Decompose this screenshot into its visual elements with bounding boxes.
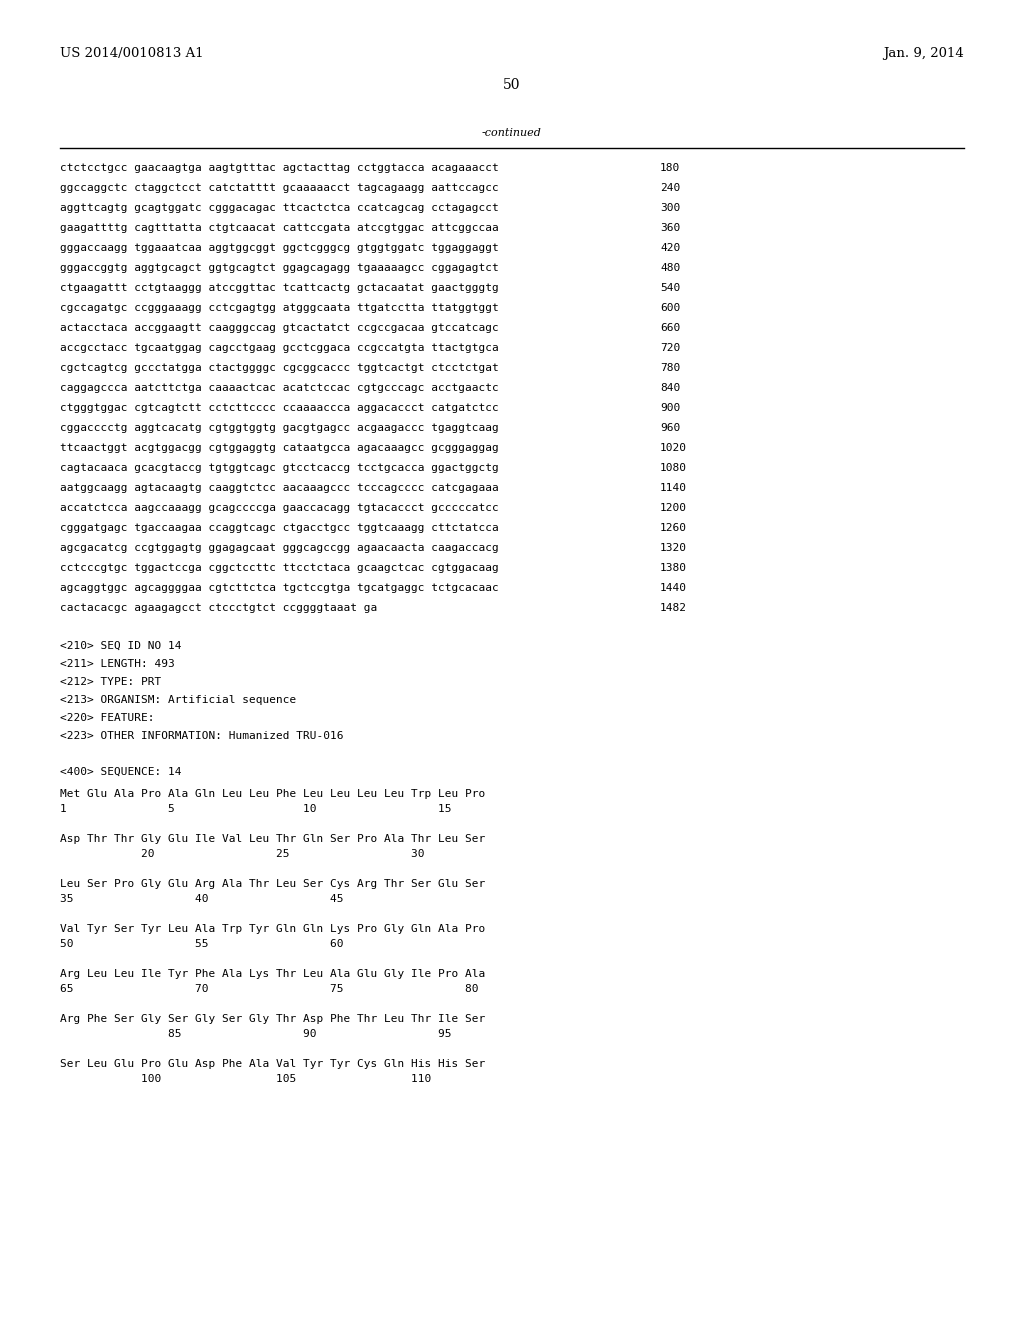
Text: Jan. 9, 2014: Jan. 9, 2014 xyxy=(884,48,964,59)
Text: 35                  40                  45: 35 40 45 xyxy=(60,894,343,904)
Text: ctctcctgcc gaacaagtga aagtgtttac agctacttag cctggtacca acagaaacct: ctctcctgcc gaacaagtga aagtgtttac agctact… xyxy=(60,162,499,173)
Text: Arg Phe Ser Gly Ser Gly Ser Gly Thr Asp Phe Thr Leu Thr Ile Ser: Arg Phe Ser Gly Ser Gly Ser Gly Thr Asp … xyxy=(60,1014,485,1024)
Text: cgggatgagc tgaccaagaa ccaggtcagc ctgacctgcc tggtcaaagg cttctatcca: cgggatgagc tgaccaagaa ccaggtcagc ctgacct… xyxy=(60,523,499,533)
Text: ttcaactggt acgtggacgg cgtggaggtg cataatgcca agacaaagcc gcgggaggag: ttcaactggt acgtggacgg cgtggaggtg cataatg… xyxy=(60,444,499,453)
Text: 1020: 1020 xyxy=(660,444,687,453)
Text: 180: 180 xyxy=(660,162,680,173)
Text: <400> SEQUENCE: 14: <400> SEQUENCE: 14 xyxy=(60,767,181,777)
Text: cagtacaaca gcacgtaccg tgtggtcagc gtcctcaccg tcctgcacca ggactggctg: cagtacaaca gcacgtaccg tgtggtcagc gtcctca… xyxy=(60,463,499,473)
Text: 20                  25                  30: 20 25 30 xyxy=(60,849,425,859)
Text: 240: 240 xyxy=(660,183,680,193)
Text: accatctcca aagccaaagg gcagccccga gaaccacagg tgtacaccct gcccccatcc: accatctcca aagccaaagg gcagccccga gaaccac… xyxy=(60,503,499,513)
Text: 900: 900 xyxy=(660,403,680,413)
Text: ggccaggctc ctaggctcct catctatttt gcaaaaacct tagcagaagg aattccagcc: ggccaggctc ctaggctcct catctatttt gcaaaaa… xyxy=(60,183,499,193)
Text: 85                  90                  95: 85 90 95 xyxy=(60,1030,452,1039)
Text: agcaggtggc agcaggggaa cgtcttctca tgctccgtga tgcatgaggc tctgcacaac: agcaggtggc agcaggggaa cgtcttctca tgctccg… xyxy=(60,583,499,593)
Text: 780: 780 xyxy=(660,363,680,374)
Text: 50: 50 xyxy=(503,78,521,92)
Text: Leu Ser Pro Gly Glu Arg Ala Thr Leu Ser Cys Arg Thr Ser Glu Ser: Leu Ser Pro Gly Glu Arg Ala Thr Leu Ser … xyxy=(60,879,485,888)
Text: 1200: 1200 xyxy=(660,503,687,513)
Text: <210> SEQ ID NO 14: <210> SEQ ID NO 14 xyxy=(60,642,181,651)
Text: 720: 720 xyxy=(660,343,680,352)
Text: 420: 420 xyxy=(660,243,680,253)
Text: 65                  70                  75                  80: 65 70 75 80 xyxy=(60,983,478,994)
Text: <213> ORGANISM: Artificial sequence: <213> ORGANISM: Artificial sequence xyxy=(60,696,296,705)
Text: cctcccgtgc tggactccga cggctccttc ttcctctaca gcaagctcac cgtggacaag: cctcccgtgc tggactccga cggctccttc ttcctct… xyxy=(60,564,499,573)
Text: 1080: 1080 xyxy=(660,463,687,473)
Text: 50                  55                  60: 50 55 60 xyxy=(60,939,343,949)
Text: 1320: 1320 xyxy=(660,543,687,553)
Text: gggaccggtg aggtgcagct ggtgcagtct ggagcagagg tgaaaaagcc cggagagtct: gggaccggtg aggtgcagct ggtgcagtct ggagcag… xyxy=(60,263,499,273)
Text: Val Tyr Ser Tyr Leu Ala Trp Tyr Gln Gln Lys Pro Gly Gln Ala Pro: Val Tyr Ser Tyr Leu Ala Trp Tyr Gln Gln … xyxy=(60,924,485,935)
Text: 960: 960 xyxy=(660,422,680,433)
Text: 1260: 1260 xyxy=(660,523,687,533)
Text: 660: 660 xyxy=(660,323,680,333)
Text: 100                 105                 110: 100 105 110 xyxy=(60,1074,431,1084)
Text: 360: 360 xyxy=(660,223,680,234)
Text: 1140: 1140 xyxy=(660,483,687,492)
Text: Ser Leu Glu Pro Glu Asp Phe Ala Val Tyr Tyr Cys Gln His His Ser: Ser Leu Glu Pro Glu Asp Phe Ala Val Tyr … xyxy=(60,1059,485,1069)
Text: caggagccca aatcttctga caaaactcac acatctccac cgtgcccagc acctgaactc: caggagccca aatcttctga caaaactcac acatctc… xyxy=(60,383,499,393)
Text: aggttcagtg gcagtggatc cgggacagac ttcactctca ccatcagcag cctagagcct: aggttcagtg gcagtggatc cgggacagac ttcactc… xyxy=(60,203,499,213)
Text: 540: 540 xyxy=(660,282,680,293)
Text: 1380: 1380 xyxy=(660,564,687,573)
Text: Arg Leu Leu Ile Tyr Phe Ala Lys Thr Leu Ala Glu Gly Ile Pro Ala: Arg Leu Leu Ile Tyr Phe Ala Lys Thr Leu … xyxy=(60,969,485,979)
Text: <223> OTHER INFORMATION: Humanized TRU-016: <223> OTHER INFORMATION: Humanized TRU-0… xyxy=(60,731,343,741)
Text: <212> TYPE: PRT: <212> TYPE: PRT xyxy=(60,677,161,686)
Text: 600: 600 xyxy=(660,304,680,313)
Text: 1440: 1440 xyxy=(660,583,687,593)
Text: 840: 840 xyxy=(660,383,680,393)
Text: cgccagatgc ccgggaaagg cctcgagtgg atgggcaata ttgatcctta ttatggtggt: cgccagatgc ccgggaaagg cctcgagtgg atgggca… xyxy=(60,304,499,313)
Text: ctgggtggac cgtcagtctt cctcttcccc ccaaaaccca aggacaccct catgatctcc: ctgggtggac cgtcagtctt cctcttcccc ccaaaac… xyxy=(60,403,499,413)
Text: cactacacgc agaagagcct ctccctgtct ccggggtaaat ga: cactacacgc agaagagcct ctccctgtct ccggggt… xyxy=(60,603,377,612)
Text: <220> FEATURE:: <220> FEATURE: xyxy=(60,713,155,723)
Text: cggacccctg aggtcacatg cgtggtggtg gacgtgagcc acgaagaccc tgaggtcaag: cggacccctg aggtcacatg cgtggtggtg gacgtga… xyxy=(60,422,499,433)
Text: accgcctacc tgcaatggag cagcctgaag gcctcggaca ccgccatgta ttactgtgca: accgcctacc tgcaatggag cagcctgaag gcctcgg… xyxy=(60,343,499,352)
Text: agcgacatcg ccgtggagtg ggagagcaat gggcagccgg agaacaacta caagaccacg: agcgacatcg ccgtggagtg ggagagcaat gggcagc… xyxy=(60,543,499,553)
Text: Met Glu Ala Pro Ala Gln Leu Leu Phe Leu Leu Leu Leu Trp Leu Pro: Met Glu Ala Pro Ala Gln Leu Leu Phe Leu … xyxy=(60,789,485,799)
Text: -continued: -continued xyxy=(482,128,542,139)
Text: 1482: 1482 xyxy=(660,603,687,612)
Text: <211> LENGTH: 493: <211> LENGTH: 493 xyxy=(60,659,175,669)
Text: ctgaagattt cctgtaaggg atccggttac tcattcactg gctacaatat gaactgggtg: ctgaagattt cctgtaaggg atccggttac tcattca… xyxy=(60,282,499,293)
Text: 300: 300 xyxy=(660,203,680,213)
Text: aatggcaagg agtacaagtg caaggtctcc aacaaagccc tcccagcccc catcgagaaa: aatggcaagg agtacaagtg caaggtctcc aacaaag… xyxy=(60,483,499,492)
Text: gggaccaagg tggaaatcaa aggtggcggt ggctcgggcg gtggtggatc tggaggaggt: gggaccaagg tggaaatcaa aggtggcggt ggctcgg… xyxy=(60,243,499,253)
Text: US 2014/0010813 A1: US 2014/0010813 A1 xyxy=(60,48,204,59)
Text: cgctcagtcg gccctatgga ctactggggc cgcggcaccc tggtcactgt ctcctctgat: cgctcagtcg gccctatgga ctactggggc cgcggca… xyxy=(60,363,499,374)
Text: Asp Thr Thr Gly Glu Ile Val Leu Thr Gln Ser Pro Ala Thr Leu Ser: Asp Thr Thr Gly Glu Ile Val Leu Thr Gln … xyxy=(60,834,485,843)
Text: gaagattttg cagtttatta ctgtcaacat cattccgata atccgtggac attcggccaa: gaagattttg cagtttatta ctgtcaacat cattccg… xyxy=(60,223,499,234)
Text: 1               5                   10                  15: 1 5 10 15 xyxy=(60,804,452,814)
Text: 480: 480 xyxy=(660,263,680,273)
Text: actacctaca accggaagtt caagggccag gtcactatct ccgccgacaa gtccatcagc: actacctaca accggaagtt caagggccag gtcacta… xyxy=(60,323,499,333)
